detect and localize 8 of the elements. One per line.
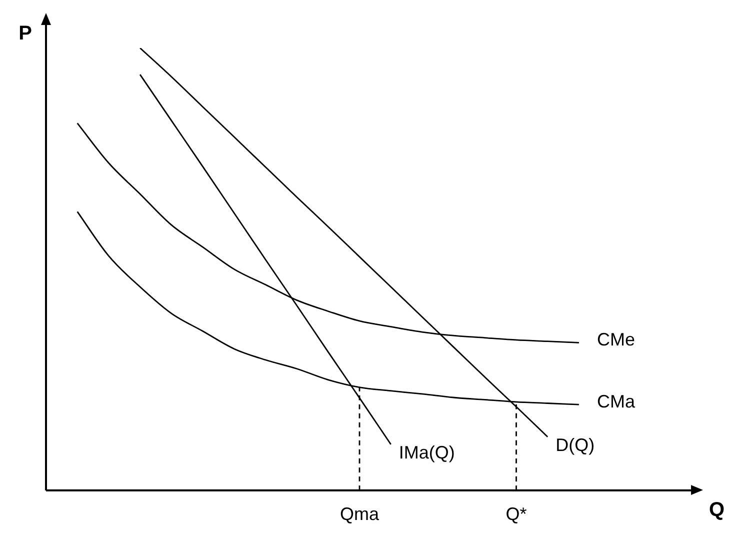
series-label: IMa(Q) — [398, 442, 455, 462]
x-tick-label: Qma — [340, 504, 380, 524]
y-axis-title: P — [18, 22, 32, 45]
series-label: CMe — [596, 330, 635, 350]
x-tick-label: Q* — [506, 504, 527, 524]
series-label: CMa — [596, 392, 636, 412]
x-axis-title: Q — [709, 498, 725, 521]
series-label: D(Q) — [556, 434, 595, 455]
